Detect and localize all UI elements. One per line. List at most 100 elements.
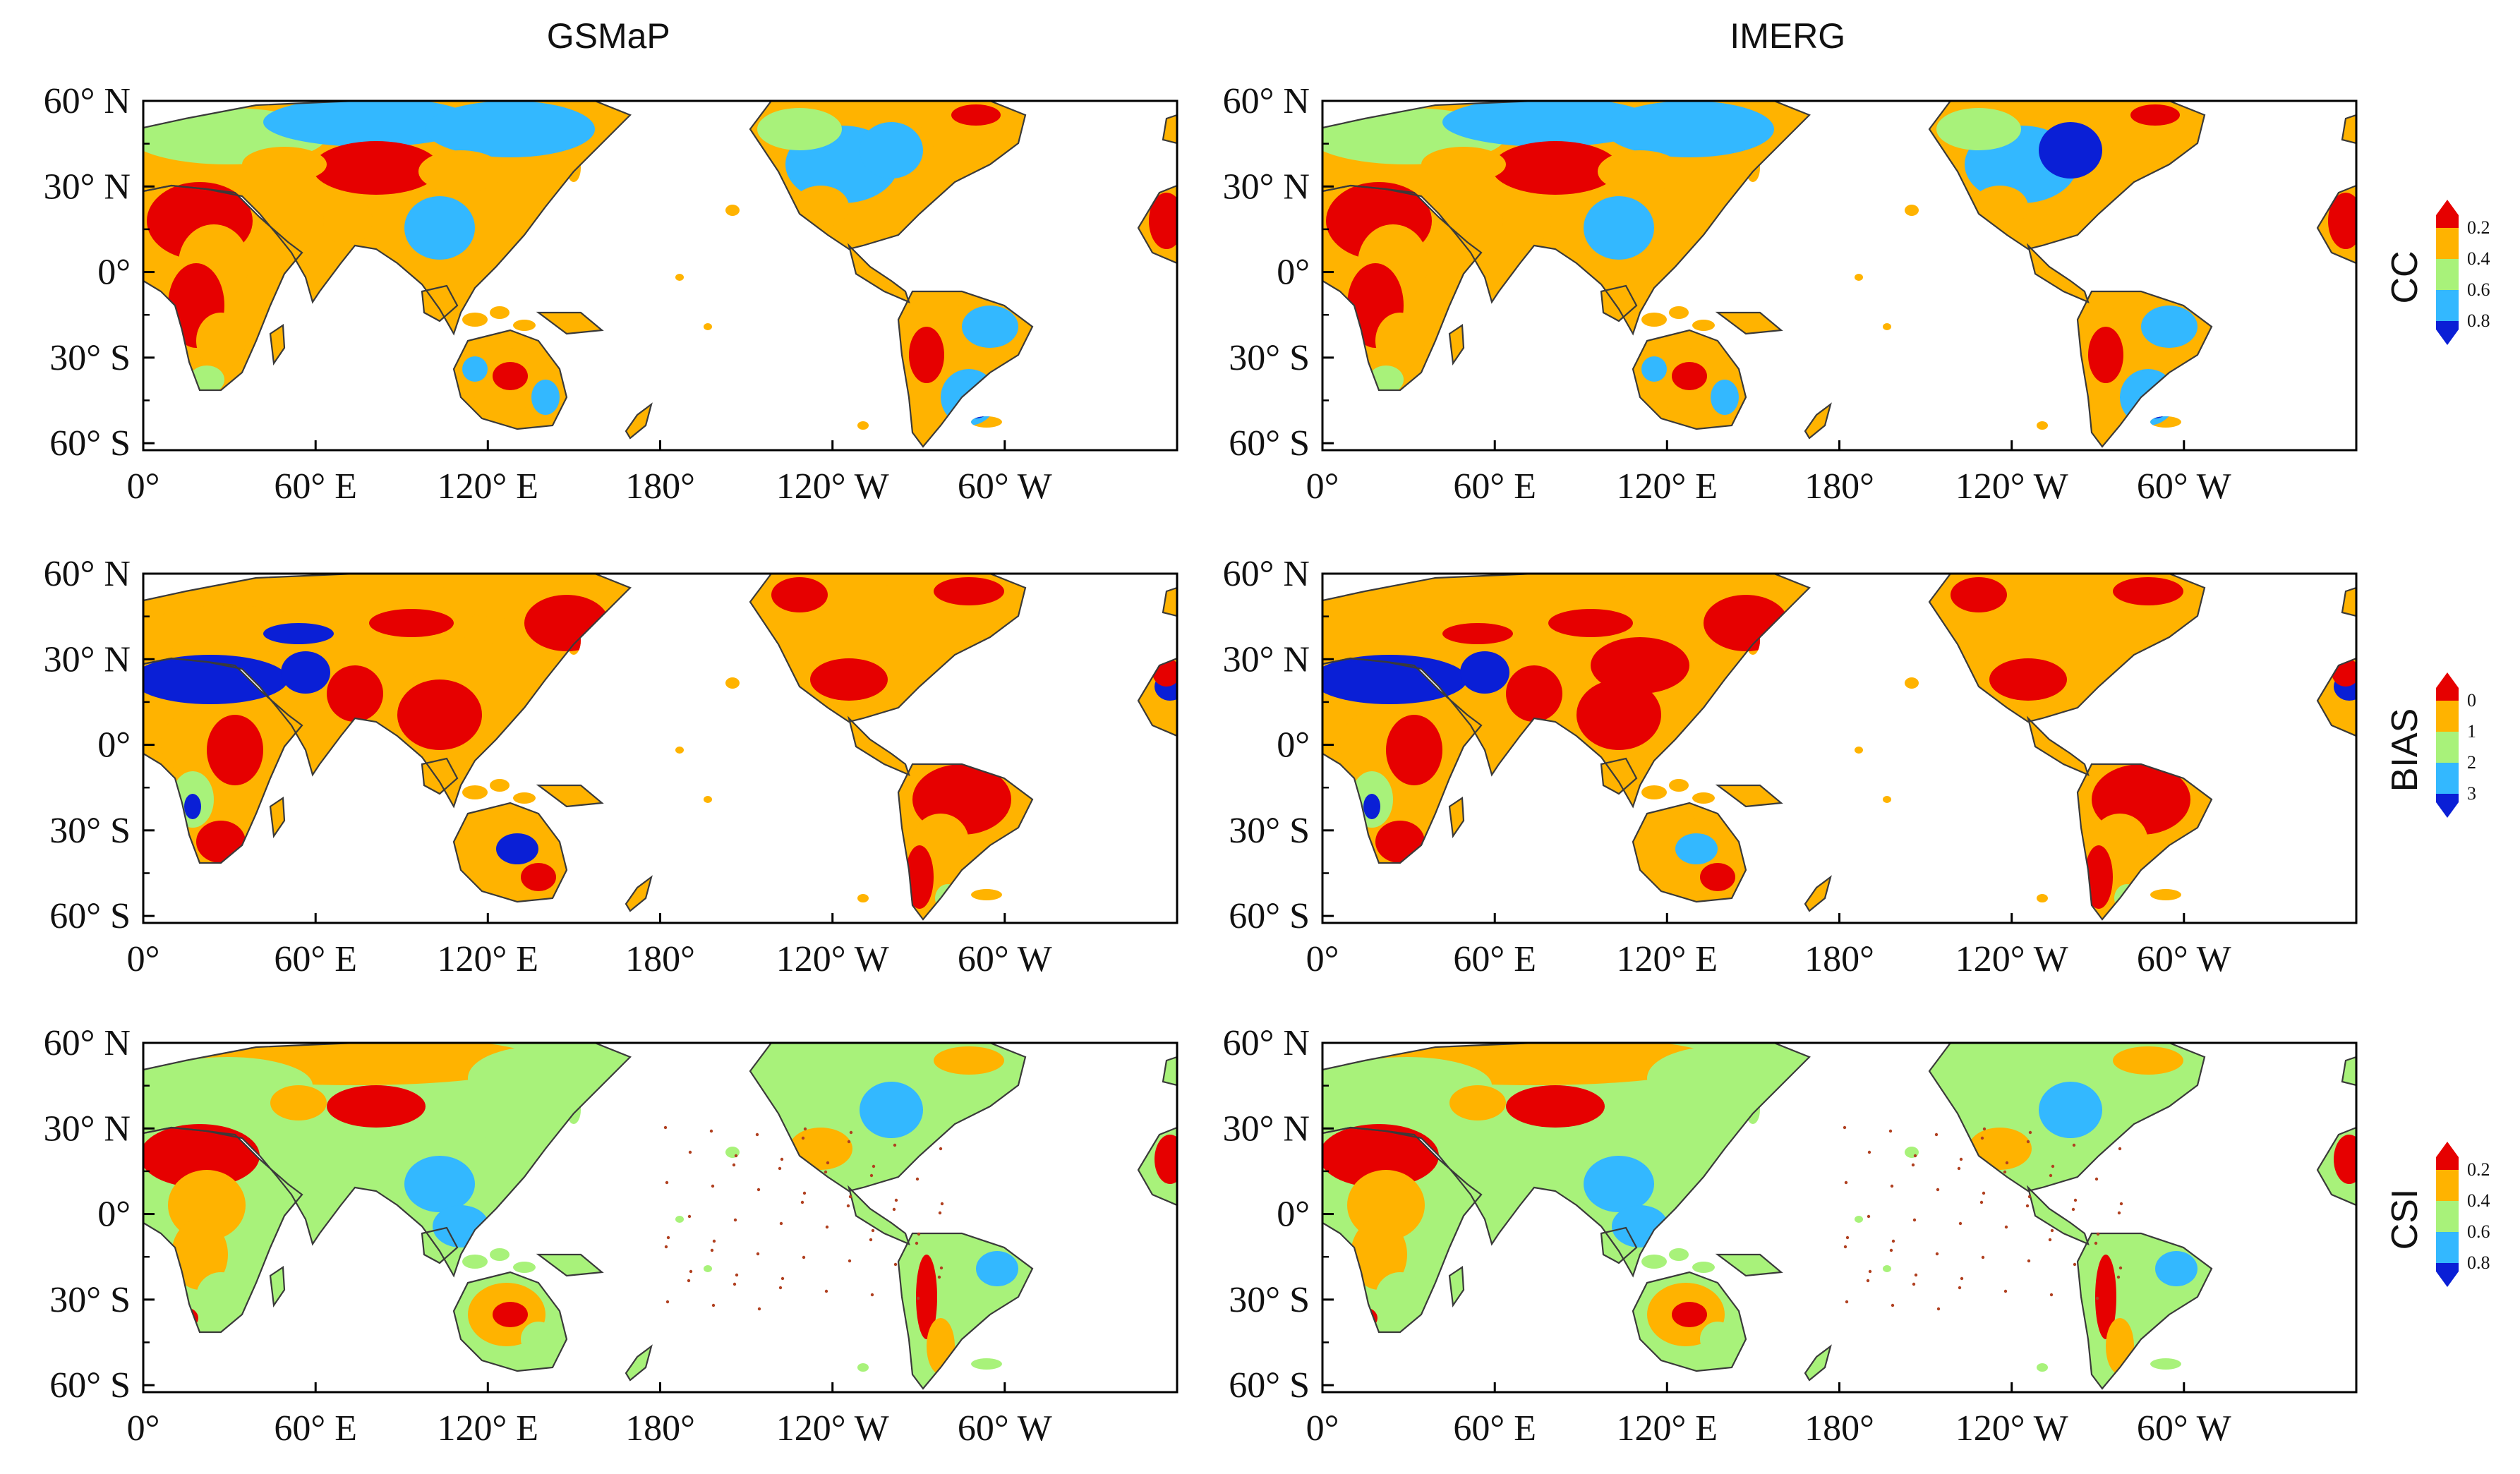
island-dot [893,1262,898,1267]
island-dot [2028,1130,2032,1135]
lat-label: 60° N [1223,81,1310,121]
coastline-namerica [749,101,1027,250]
lat-label: 30° S [1229,811,1310,851]
island-dot [848,1195,852,1199]
island-dot [756,1188,761,1192]
value-patch [1506,1085,1605,1128]
value-patch [418,150,503,193]
lat-label: 60° N [44,81,131,121]
island-dot [825,1225,829,1229]
value-patch [369,609,454,637]
island-dot [849,1130,853,1135]
lon-label: 180° [1804,1408,1874,1449]
value-patch [270,1085,327,1120]
value-patch [1351,1219,1407,1290]
value-patch [951,104,1001,126]
lon-label: 120° E [438,1408,539,1449]
coastline-britain [1162,586,1177,617]
value-patch [1548,609,1633,637]
island-dot [755,1132,759,1137]
value-patch [1322,1057,1492,1113]
coastline-camerica [847,715,910,776]
panel-cc-gsmap: 60° N30° N0°30° S60° S0° 60° E 120° E 180° 1… [44,81,1178,507]
island-dot [872,1164,876,1168]
value-patch [2113,577,2183,605]
island-dot [1888,1129,1893,1133]
value-patch [496,833,538,864]
coastline-newguinea [1715,784,1783,808]
value-patch [1322,605,1492,655]
lon-label: 120° W [1955,939,2068,979]
island-dot [2118,1266,2123,1270]
island-dot [1843,1245,1847,1249]
value-patch [1375,821,1425,863]
value-patch [1605,101,1774,157]
coastline-eastafrica [1137,1126,1177,1207]
value-patch [1598,150,1682,193]
lon-label: 60° W [958,1408,1052,1449]
colorbar-arrow-bottom [2436,330,2459,345]
island-dot [894,1198,898,1202]
lon-label: 120° E [1617,1408,1718,1449]
colorbar-arrow-top [2436,672,2459,688]
lon-label: 60° W [2137,1408,2231,1449]
island-dot [2003,1170,2007,1174]
value-patch [1598,1103,1668,1152]
value-patch [789,1128,852,1170]
coastline-eastafrica [1137,184,1177,265]
island-dot [1936,1188,1940,1192]
colorbar-label: 0.2 [2467,217,2490,238]
colorbar-arrow-bottom [2436,1271,2459,1287]
colorbar-label: 2 [2467,752,2476,773]
value-patch [143,605,313,655]
value-patch [1972,186,2028,228]
value-patch [1936,108,2021,150]
coastline-eastafrica [2316,1126,2356,1207]
value-patch [1641,356,1667,382]
coastline-britain [2341,114,2356,145]
coastline-samerica [2076,1232,2213,1390]
value-patch [1149,193,1177,249]
value-patch [1675,833,1718,864]
value-patch [196,821,246,863]
value-patch [2113,1046,2183,1075]
colorbar-segment [2436,1232,2459,1263]
lat-label: 30° S [49,1280,131,1320]
colorbar-segment [2436,1201,2459,1232]
colorbar-arrow-top [2436,200,2459,215]
lon-label: 120° W [776,1408,889,1449]
lat-label: 60° S [49,423,131,464]
island-dot [778,1286,783,1290]
value-patch [1711,380,1739,415]
island-dot [1959,1157,1963,1161]
lat-label: 30° N [1223,1108,1310,1149]
island-dot [2049,1293,2054,1297]
value-patch [1700,1322,1735,1357]
value-patch [757,108,842,150]
lon-label: 180° [625,466,695,507]
island-dot [1960,1276,1964,1281]
value-patch [905,845,934,909]
value-patch [1672,1302,1707,1327]
colorbar-segment [2436,259,2459,290]
value-patch [207,715,263,785]
lat-label: 30° S [49,811,131,851]
island-dot [1936,1307,1941,1311]
value-patch [281,651,330,694]
island-dot [1911,1163,1915,1167]
island-dot [1889,1248,1893,1252]
island-dot [802,1191,807,1195]
value-patch [184,794,201,819]
value-patch [1347,1170,1425,1240]
value-patch [2106,1318,2134,1375]
coastline-eastafrica [2316,657,2356,737]
value-patch [397,679,482,750]
colorbar-label: 0.6 [2467,1221,2490,1242]
island-dot [916,1296,920,1300]
lon-label: 120° E [438,939,539,979]
value-patch [330,1145,380,1195]
coastline-eurasia [143,574,632,809]
colorbar-arrow-top [2436,1142,2459,1157]
island-dot [733,1218,737,1222]
value-patch [1322,655,1467,704]
